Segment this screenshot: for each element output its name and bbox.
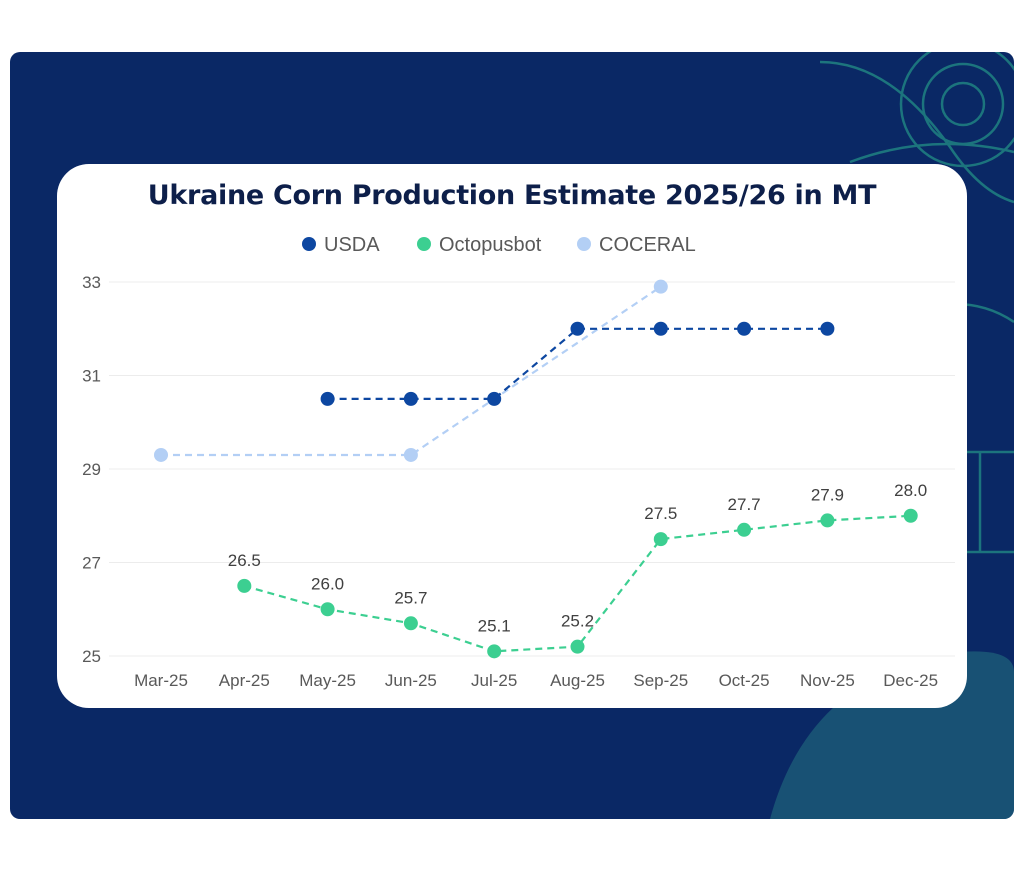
data-point-octopusbot [403, 616, 418, 631]
data-point-usda [653, 321, 668, 336]
x-tick-label: May-25 [299, 671, 356, 690]
data-label: 25.1 [478, 616, 511, 635]
data-point-octopusbot [653, 532, 668, 547]
data-point-usda [820, 321, 835, 336]
data-point-octopusbot [737, 522, 752, 537]
legend-label-usda: USDA [324, 234, 380, 256]
x-tick-label: Sep-25 [633, 671, 688, 690]
data-label: 25.7 [394, 588, 427, 607]
data-point-coceral [653, 279, 668, 294]
y-tick-label: 27 [82, 554, 101, 573]
legend-marker-coceral [577, 237, 591, 251]
data-point-usda [487, 391, 502, 406]
x-tick-label: Aug-25 [550, 671, 605, 690]
y-tick-label: 25 [82, 647, 101, 666]
data-point-octopusbot [903, 508, 918, 523]
series-line-usda [327, 327, 828, 400]
series-line-octopusbot [244, 514, 911, 653]
data-point-coceral [403, 447, 418, 462]
data-label: 25.2 [561, 612, 594, 631]
x-tick-label: Jun-25 [385, 671, 437, 690]
x-tick-label: Oct-25 [719, 671, 770, 690]
data-point-octopusbot [487, 644, 502, 659]
x-tick-label: Apr-25 [219, 671, 270, 690]
data-point-coceral [154, 447, 168, 462]
legend-label-octopusbot: Octopusbot [439, 234, 542, 256]
y-tick-label: 31 [82, 367, 101, 386]
data-point-usda [570, 321, 585, 336]
data-point-usda [320, 391, 335, 406]
y-tick-label: 29 [82, 460, 101, 479]
x-tick-label: Nov-25 [800, 671, 855, 690]
data-point-usda [737, 321, 752, 336]
chart-card: Ukraine Corn Production Estimate 2025/26… [57, 164, 967, 708]
legend-marker-octopusbot [417, 237, 431, 251]
data-label: 27.9 [811, 485, 844, 504]
data-point-octopusbot [570, 639, 585, 654]
data-label: 26.5 [228, 551, 261, 570]
data-label: 27.5 [644, 504, 677, 523]
x-tick-label: Mar-25 [134, 671, 188, 690]
data-point-octopusbot [820, 513, 835, 528]
data-point-octopusbot [237, 578, 252, 593]
data-label: 26.0 [311, 574, 344, 593]
data-label: 27.7 [728, 495, 761, 514]
data-label: 28.0 [894, 481, 927, 500]
line-chart: 25 27 29 31 33 Mar-25 Apr-25 May-25 Jun-25 Jul-25… [82, 234, 955, 690]
x-tick-label: Dec-25 [883, 671, 938, 690]
legend-marker-usda [302, 237, 316, 251]
data-point-octopusbot [320, 602, 335, 617]
series-line-coceral [161, 285, 662, 457]
data-point-usda [403, 391, 418, 406]
x-tick-label: Jul-25 [471, 671, 517, 690]
chart-title: Ukraine Corn Production Estimate 2025/26… [147, 180, 877, 211]
legend-label-coceral: COCERAL [599, 234, 696, 256]
y-tick-label: 33 [82, 273, 101, 292]
